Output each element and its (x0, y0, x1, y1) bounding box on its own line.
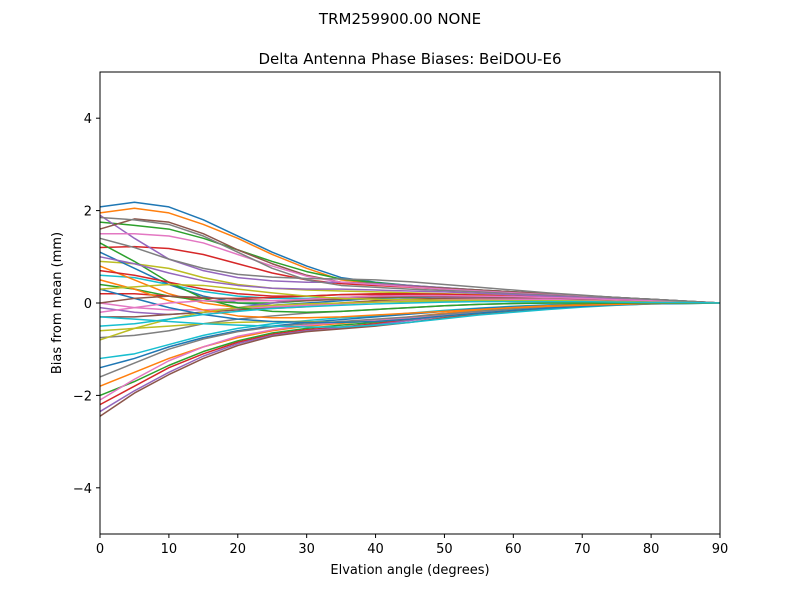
x-tick-label: 40 (367, 542, 384, 557)
series-lines (99, 201, 721, 417)
y-tick-label: 4 (84, 112, 92, 127)
series-line-35 (99, 256, 721, 304)
axis-ticks: 0 10 20 30 40 50 60 70 80 90 −4 −2 0 2 4 (73, 112, 728, 557)
x-tick-label: 10 (161, 542, 178, 557)
x-axis-label: Elvation angle (degrees) (330, 563, 489, 578)
series-line-40 (99, 300, 721, 327)
y-tick-label: 2 (84, 205, 92, 220)
y-axis-label: Bias from mean (mm) (50, 232, 65, 374)
x-tick-label: 90 (712, 542, 729, 557)
series-line-33 (99, 242, 720, 313)
x-tick-label: 60 (505, 542, 522, 557)
x-tick-label: 70 (574, 542, 591, 557)
series-line-32 (99, 279, 720, 319)
chart-title: Delta Antenna Phase Biases: BeiDOU-E6 (259, 50, 562, 68)
series-line-37 (99, 294, 721, 313)
x-tick-label: 0 (96, 542, 104, 557)
y-tick-label: 0 (84, 297, 92, 312)
series-line-38 (99, 237, 721, 304)
x-tick-label: 30 (298, 542, 315, 557)
x-tick-label: 80 (643, 542, 660, 557)
chart-suptitle: TRM259900.00 NONE (318, 10, 481, 28)
y-tick-label: −4 (73, 482, 92, 497)
x-tick-label: 20 (230, 542, 247, 557)
y-tick-label: −2 (73, 389, 92, 404)
x-tick-label: 50 (436, 542, 453, 557)
